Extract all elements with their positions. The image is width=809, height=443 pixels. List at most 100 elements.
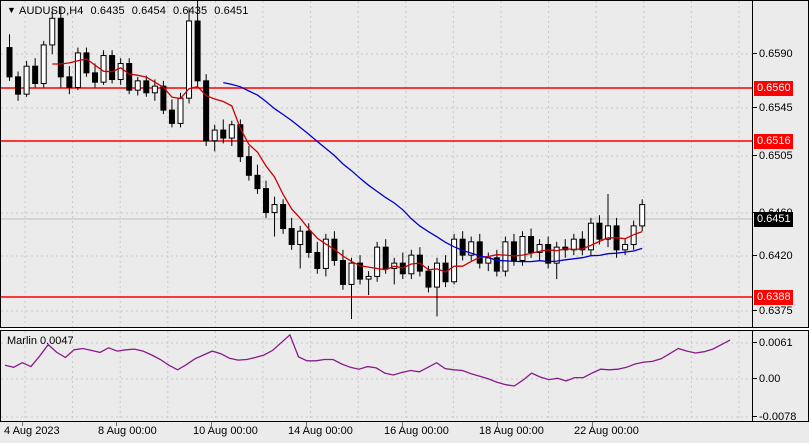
candlestick[interactable] xyxy=(416,247,423,277)
candlestick[interactable] xyxy=(570,233,577,256)
price-axis-tick: 0.6590 xyxy=(753,48,793,60)
candlestick[interactable] xyxy=(391,257,398,285)
candlestick[interactable] xyxy=(143,75,150,97)
candlestick[interactable] xyxy=(357,255,364,285)
candlestick[interactable] xyxy=(519,231,526,266)
marlin-line[interactable] xyxy=(4,333,731,387)
time-axis-label: 16 Aug 00:00 xyxy=(384,425,449,437)
candlestick[interactable] xyxy=(493,249,500,277)
tick-mark-icon xyxy=(753,378,757,379)
tick-mark-icon xyxy=(753,155,757,156)
candlestick[interactable] xyxy=(288,217,295,250)
candlestick[interactable] xyxy=(6,34,13,81)
time-axis-tick-mark xyxy=(592,422,593,426)
candlestick[interactable] xyxy=(237,119,244,163)
time-axis-label: 4 Aug 2023 xyxy=(4,425,60,437)
candlestick[interactable] xyxy=(314,241,321,274)
symbol-label: AUDUSD,H4 xyxy=(19,5,84,17)
candlestick[interactable] xyxy=(348,257,355,320)
moving-average-slow[interactable] xyxy=(223,81,643,263)
time-axis-tick-mark xyxy=(116,422,117,426)
candlestick[interactable] xyxy=(160,80,167,115)
candlestick[interactable] xyxy=(92,63,98,88)
candlestick[interactable] xyxy=(322,233,329,277)
candlestick[interactable] xyxy=(587,217,594,256)
candlestick[interactable] xyxy=(245,146,252,181)
time-axis-tick-mark xyxy=(497,422,498,426)
candlestick[interactable] xyxy=(476,233,483,269)
price-chart-pane[interactable]: ▼ AUDUSD,H4 0.6435 0.6454 0.6435 0.6451 xyxy=(0,0,753,328)
indicator-pane[interactable]: Marlin 0.0047 xyxy=(0,330,753,422)
candlestick[interactable] xyxy=(228,120,235,147)
candlestick[interactable] xyxy=(211,124,218,152)
indicator-label: Marlin 0.0047 xyxy=(7,335,74,347)
candlestick[interactable] xyxy=(109,50,116,84)
candlestick[interactable] xyxy=(220,119,227,144)
indicator-axis[interactable]: 0.0061 0.00 -0.0078 xyxy=(753,330,809,423)
candlestick[interactable] xyxy=(74,47,81,91)
price-axis[interactable]: 0.65900.65450.65050.64600.64200.63750.65… xyxy=(753,0,809,328)
candlestick[interactable] xyxy=(32,58,39,88)
candlestick[interactable] xyxy=(639,199,646,232)
candlestick[interactable] xyxy=(254,164,261,194)
candlestick[interactable] xyxy=(203,74,210,147)
candlestick[interactable] xyxy=(280,199,287,234)
candlestick[interactable] xyxy=(468,236,475,261)
time-axis-label: 8 Aug 00:00 xyxy=(98,425,157,437)
indicator-axis-tick: 0.00 xyxy=(753,373,780,385)
tick-mark-icon xyxy=(753,107,757,108)
price-level-tag[interactable]: 0.6388 xyxy=(754,290,793,305)
candlestick[interactable] xyxy=(502,236,509,277)
candlestick[interactable] xyxy=(382,239,389,274)
candlestick[interactable] xyxy=(194,1,201,88)
tick-mark-icon xyxy=(753,53,757,54)
indicator-axis-tick: 0.0061 xyxy=(753,337,793,349)
candlestick[interactable] xyxy=(536,239,543,261)
candlestick[interactable] xyxy=(186,7,193,104)
triangle-down-icon[interactable]: ▼ xyxy=(7,5,17,15)
candlestick[interactable] xyxy=(151,79,158,101)
tick-mark-icon xyxy=(753,255,757,256)
candlestick[interactable] xyxy=(126,58,133,95)
candlestick[interactable] xyxy=(263,180,269,218)
time-axis-label: 10 Aug 00:00 xyxy=(193,425,258,437)
candlestick[interactable] xyxy=(49,10,56,55)
time-axis[interactable]: 4 Aug 2023 8 Aug 00:00 10 Aug 00:00 14 Aug … xyxy=(0,422,809,443)
ohlc-high: 0.6454 xyxy=(131,5,166,17)
candlestick[interactable] xyxy=(596,215,603,245)
candlestick[interactable] xyxy=(365,271,372,296)
candlestick[interactable] xyxy=(374,241,381,282)
tick-mark-icon xyxy=(753,342,757,343)
candlestick[interactable] xyxy=(168,99,175,128)
time-axis-tick-mark xyxy=(211,422,212,426)
ohlc-close: 0.6451 xyxy=(214,5,249,17)
candlestick[interactable] xyxy=(485,252,492,272)
candlestick[interactable] xyxy=(100,50,107,85)
price-level-tag[interactable]: 0.6516 xyxy=(754,134,793,149)
candlestick[interactable] xyxy=(297,225,304,269)
indicator-axis-tick: -0.0078 xyxy=(753,411,796,423)
price-level-tag[interactable]: 0.6560 xyxy=(754,81,793,96)
indicator-axis-tick-label: 0.00 xyxy=(759,373,781,385)
candlestick[interactable] xyxy=(510,233,517,266)
candlestick[interactable] xyxy=(545,236,552,269)
candlestick[interactable] xyxy=(15,71,22,101)
candlestick[interactable] xyxy=(271,196,278,237)
candlestick[interactable] xyxy=(57,7,64,88)
ohlc-low: 0.6435 xyxy=(172,5,208,17)
candlestick[interactable] xyxy=(83,47,90,77)
candlestick[interactable] xyxy=(451,233,458,285)
candlestick[interactable] xyxy=(40,40,47,88)
candlestick[interactable] xyxy=(66,66,73,95)
current-price-tag[interactable]: 0.6451 xyxy=(754,212,793,227)
time-axis-label: 22 Aug 00:00 xyxy=(574,425,639,437)
price-axis-tick-label: 0.6375 xyxy=(759,305,793,317)
candlestick[interactable] xyxy=(23,60,30,97)
candlestick[interactable] xyxy=(434,257,440,317)
candlestick[interactable] xyxy=(579,231,586,256)
ohlc-open: 0.6435 xyxy=(90,5,125,17)
candlestick[interactable] xyxy=(134,76,141,96)
moving-average-fast[interactable] xyxy=(52,58,643,273)
candlestick[interactable] xyxy=(459,231,466,261)
candlestick[interactable] xyxy=(117,58,124,85)
